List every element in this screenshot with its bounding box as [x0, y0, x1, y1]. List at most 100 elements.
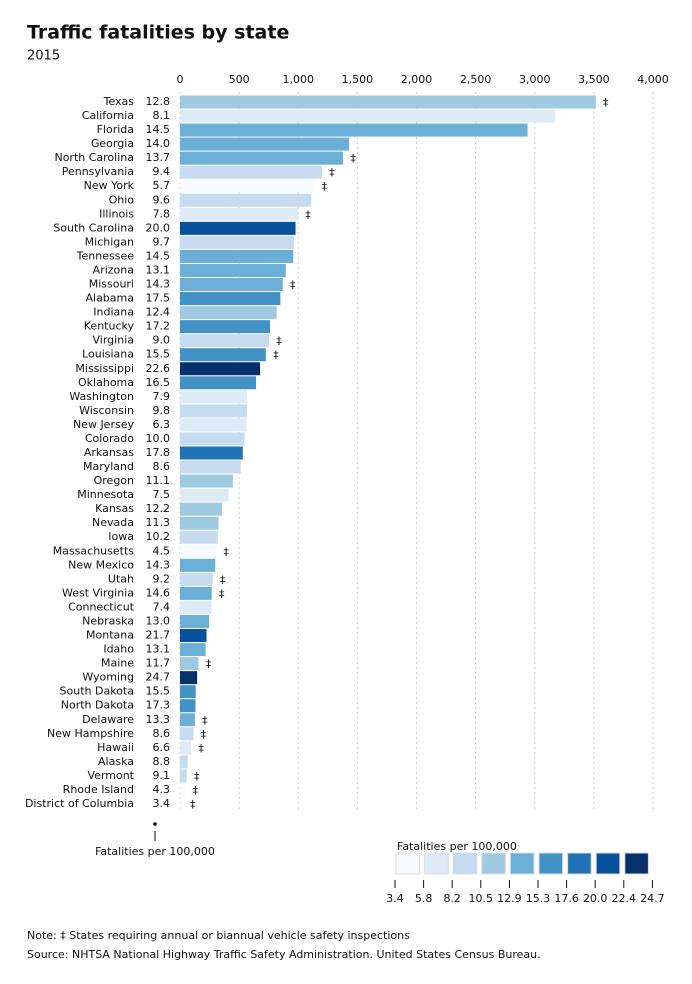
legend-tick-label: 10.5 [469, 892, 494, 905]
bar [180, 544, 217, 558]
bar [180, 390, 248, 404]
category-label: Alabama [85, 292, 134, 305]
bar [180, 502, 222, 516]
rate-label: 14.6 [146, 586, 171, 599]
x-tick-label: 500 [229, 73, 250, 86]
bar [180, 362, 261, 376]
x-tick-label: 3,000 [519, 73, 551, 86]
legend-tick-label: 24.7 [640, 892, 665, 905]
rate-label: 8.8 [153, 755, 171, 768]
rate-label: 11.3 [146, 516, 171, 529]
category-label: Iowa [108, 530, 134, 543]
rate-label: 9.0 [153, 334, 171, 347]
rate-label: 9.6 [153, 193, 171, 206]
inspection-mark: ‡ [329, 166, 335, 179]
bar [180, 320, 270, 334]
bar [180, 474, 233, 488]
bar [180, 600, 212, 614]
category-label: New Hampshire [47, 727, 134, 740]
bar [180, 741, 192, 755]
inspection-mark: ‡ [273, 349, 279, 362]
bar [180, 530, 218, 544]
category-label: Virginia [93, 334, 134, 347]
bar [180, 769, 187, 783]
bar [180, 783, 186, 797]
category-label: Nebraska [82, 614, 134, 627]
note: Note: ‡ States requiring annual or biann… [27, 929, 410, 942]
rate-label: 22.6 [146, 362, 171, 375]
category-label: Oklahoma [78, 376, 134, 389]
rate-label: 13.3 [146, 713, 171, 726]
category-label: Minnesota [77, 488, 134, 501]
bar [180, 446, 243, 460]
category-label: South Carolina [53, 221, 134, 234]
rate-label: 6.3 [153, 418, 171, 431]
inspection-mark: ‡ [305, 208, 311, 221]
bar [180, 109, 556, 123]
inspection-mark: ‡ [201, 728, 207, 741]
legend-tick-label: 3.4 [386, 892, 404, 905]
rate-label: 9.8 [153, 404, 171, 417]
bar [180, 376, 257, 390]
legend-swatch [595, 852, 621, 875]
legend-swatch [452, 852, 478, 875]
bar [180, 755, 188, 769]
bar [180, 404, 247, 418]
category-label: Colorado [85, 432, 134, 445]
inspection-mark: ‡ [350, 152, 356, 165]
category-label: Texas [103, 95, 135, 108]
bar [180, 278, 283, 292]
category-label: North Dakota [61, 699, 134, 712]
bar [180, 235, 294, 249]
x-tick-label: 0 [177, 73, 184, 86]
bar [180, 348, 266, 362]
bar [180, 488, 229, 502]
rate-label: 24.7 [146, 671, 171, 684]
rate-label: 14.5 [146, 123, 171, 136]
inspection-mark: ‡ [193, 784, 199, 797]
bar [180, 432, 245, 446]
inspection-mark: ‡ [194, 770, 200, 783]
category-label: West Virginia [62, 586, 134, 599]
inspection-mark: ‡ [603, 96, 609, 109]
rate-label: 17.3 [146, 699, 171, 712]
bar [180, 713, 195, 727]
bar [180, 586, 212, 600]
size-legend-dot [153, 822, 157, 826]
rate-label: 9.4 [153, 165, 171, 178]
category-label: South Dakota [60, 685, 134, 698]
rate-label: 8.6 [153, 460, 171, 473]
bar [180, 671, 198, 685]
inspection-mark: ‡ [202, 714, 208, 727]
bar [180, 207, 299, 221]
legend-tick-label: 20.0 [583, 892, 608, 905]
legend-tick-label: 17.6 [554, 892, 579, 905]
rate-label: 11.7 [146, 657, 171, 670]
chart-subtitle: 2015 [27, 49, 60, 64]
size-legend-label: Fatalities per 100,000 [95, 845, 215, 858]
bar [180, 685, 196, 699]
bar [180, 249, 294, 263]
x-tick-label: 1,500 [342, 73, 374, 86]
category-label: New York [84, 179, 135, 192]
category-label: California [82, 109, 134, 122]
inspection-mark: ‡ [220, 573, 226, 586]
category-label: Tennessee [76, 249, 135, 262]
rate-label: 9.2 [153, 572, 171, 585]
legend-swatch [424, 852, 449, 875]
rate-label: 14.0 [146, 137, 171, 150]
rate-label: 11.1 [146, 474, 171, 487]
bar [180, 460, 241, 474]
category-label: Washington [69, 390, 134, 403]
rate-label: 9.7 [153, 235, 171, 248]
legend-swatch [624, 852, 649, 875]
category-label: Wyoming [82, 671, 134, 684]
rate-label: 15.5 [146, 685, 171, 698]
rate-label: 13.1 [146, 263, 171, 276]
rate-label: 4.3 [153, 783, 171, 796]
category-label: Utah [108, 572, 134, 585]
x-tick-label: 2,000 [401, 73, 433, 86]
rate-label: 8.1 [153, 109, 171, 122]
bar [180, 179, 315, 193]
